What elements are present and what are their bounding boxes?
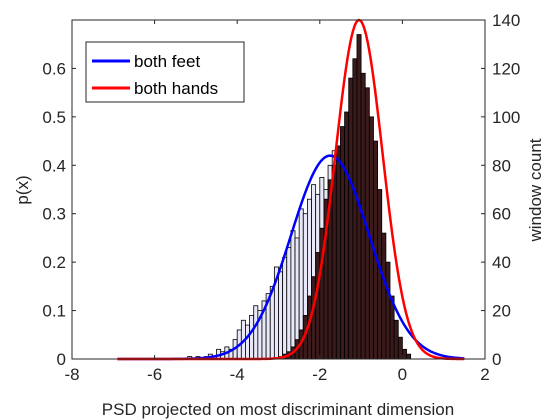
histogram-bar-both-hands: [344, 111, 350, 360]
y2-tick-label: 40: [492, 253, 511, 272]
histogram-bar-both-hands: [335, 145, 341, 360]
histogram-bar-both-hands: [406, 353, 412, 360]
y2-tick-label: 0: [492, 350, 501, 369]
y-tick-label: 0.2: [42, 253, 66, 272]
y2-tick-label: 60: [492, 205, 511, 224]
axis-ticks: -8 -6 -4 -2 0 200.10.20.30.40.50.602040608010…: [42, 11, 520, 384]
histogram-bar-both-feet: [286, 247, 292, 360]
y2-tick-label: 20: [492, 302, 511, 321]
legend-label-both-feet: both feet: [134, 52, 200, 71]
x-axis-label: PSD projected on most discriminant dimen…: [102, 400, 454, 419]
histogram-bar-both-feet: [253, 305, 259, 360]
y-tick-label: 0: [57, 350, 66, 369]
histogram-bar-both-feet: [290, 230, 296, 360]
histogram-bar-both-hands: [315, 252, 321, 360]
histogram-bar-both-hands: [385, 261, 391, 360]
x-tick-label: -4: [230, 365, 245, 384]
y2-tick-label: 140: [492, 11, 520, 30]
axes-box: [71, 19, 486, 360]
histogram-bar-both-feet: [245, 324, 250, 360]
histogram-bar-both-hands: [381, 232, 387, 360]
y-tick-label: 0.5: [42, 108, 66, 127]
legend-box: [85, 41, 245, 103]
histogram-bar-both-hands: [331, 164, 337, 360]
x-tick-label: -6: [147, 365, 162, 384]
y-tick-label: 0.1: [42, 302, 66, 321]
y-tick-label: 0.6: [42, 59, 66, 78]
y2-tick-label: 100: [492, 108, 520, 127]
histogram-bar-both-hands: [397, 336, 403, 360]
x-tick-label: -2: [312, 365, 327, 384]
y2-tick-label: 80: [492, 156, 511, 175]
y-tick-label: 0.3: [42, 205, 66, 224]
histogram-bar-both-feet: [282, 256, 288, 360]
x-tick-label: 0: [398, 365, 407, 384]
legend: both feet both hands: [85, 41, 245, 103]
histogram-bar-both-hands: [352, 58, 358, 360]
histogram-bar-both-hands: [401, 348, 407, 360]
histogram-bar-both-hands: [311, 276, 317, 360]
y2-axis-label: window count: [526, 138, 545, 242]
y-tick-label: 0.4: [42, 156, 66, 175]
legend-label-both-hands: both hands: [134, 79, 218, 98]
histogram-bar-both-hands: [393, 319, 399, 360]
histogram-bar-both-hands: [348, 77, 354, 360]
y-axis-label: p(x): [13, 175, 32, 204]
x-tick-label: 2: [480, 365, 489, 384]
histogram-bar-both-feet: [249, 315, 255, 360]
x-tick-label: -8: [64, 365, 79, 384]
histogram-bar-both-feet: [278, 271, 284, 360]
y2-tick-label: 120: [492, 59, 520, 78]
